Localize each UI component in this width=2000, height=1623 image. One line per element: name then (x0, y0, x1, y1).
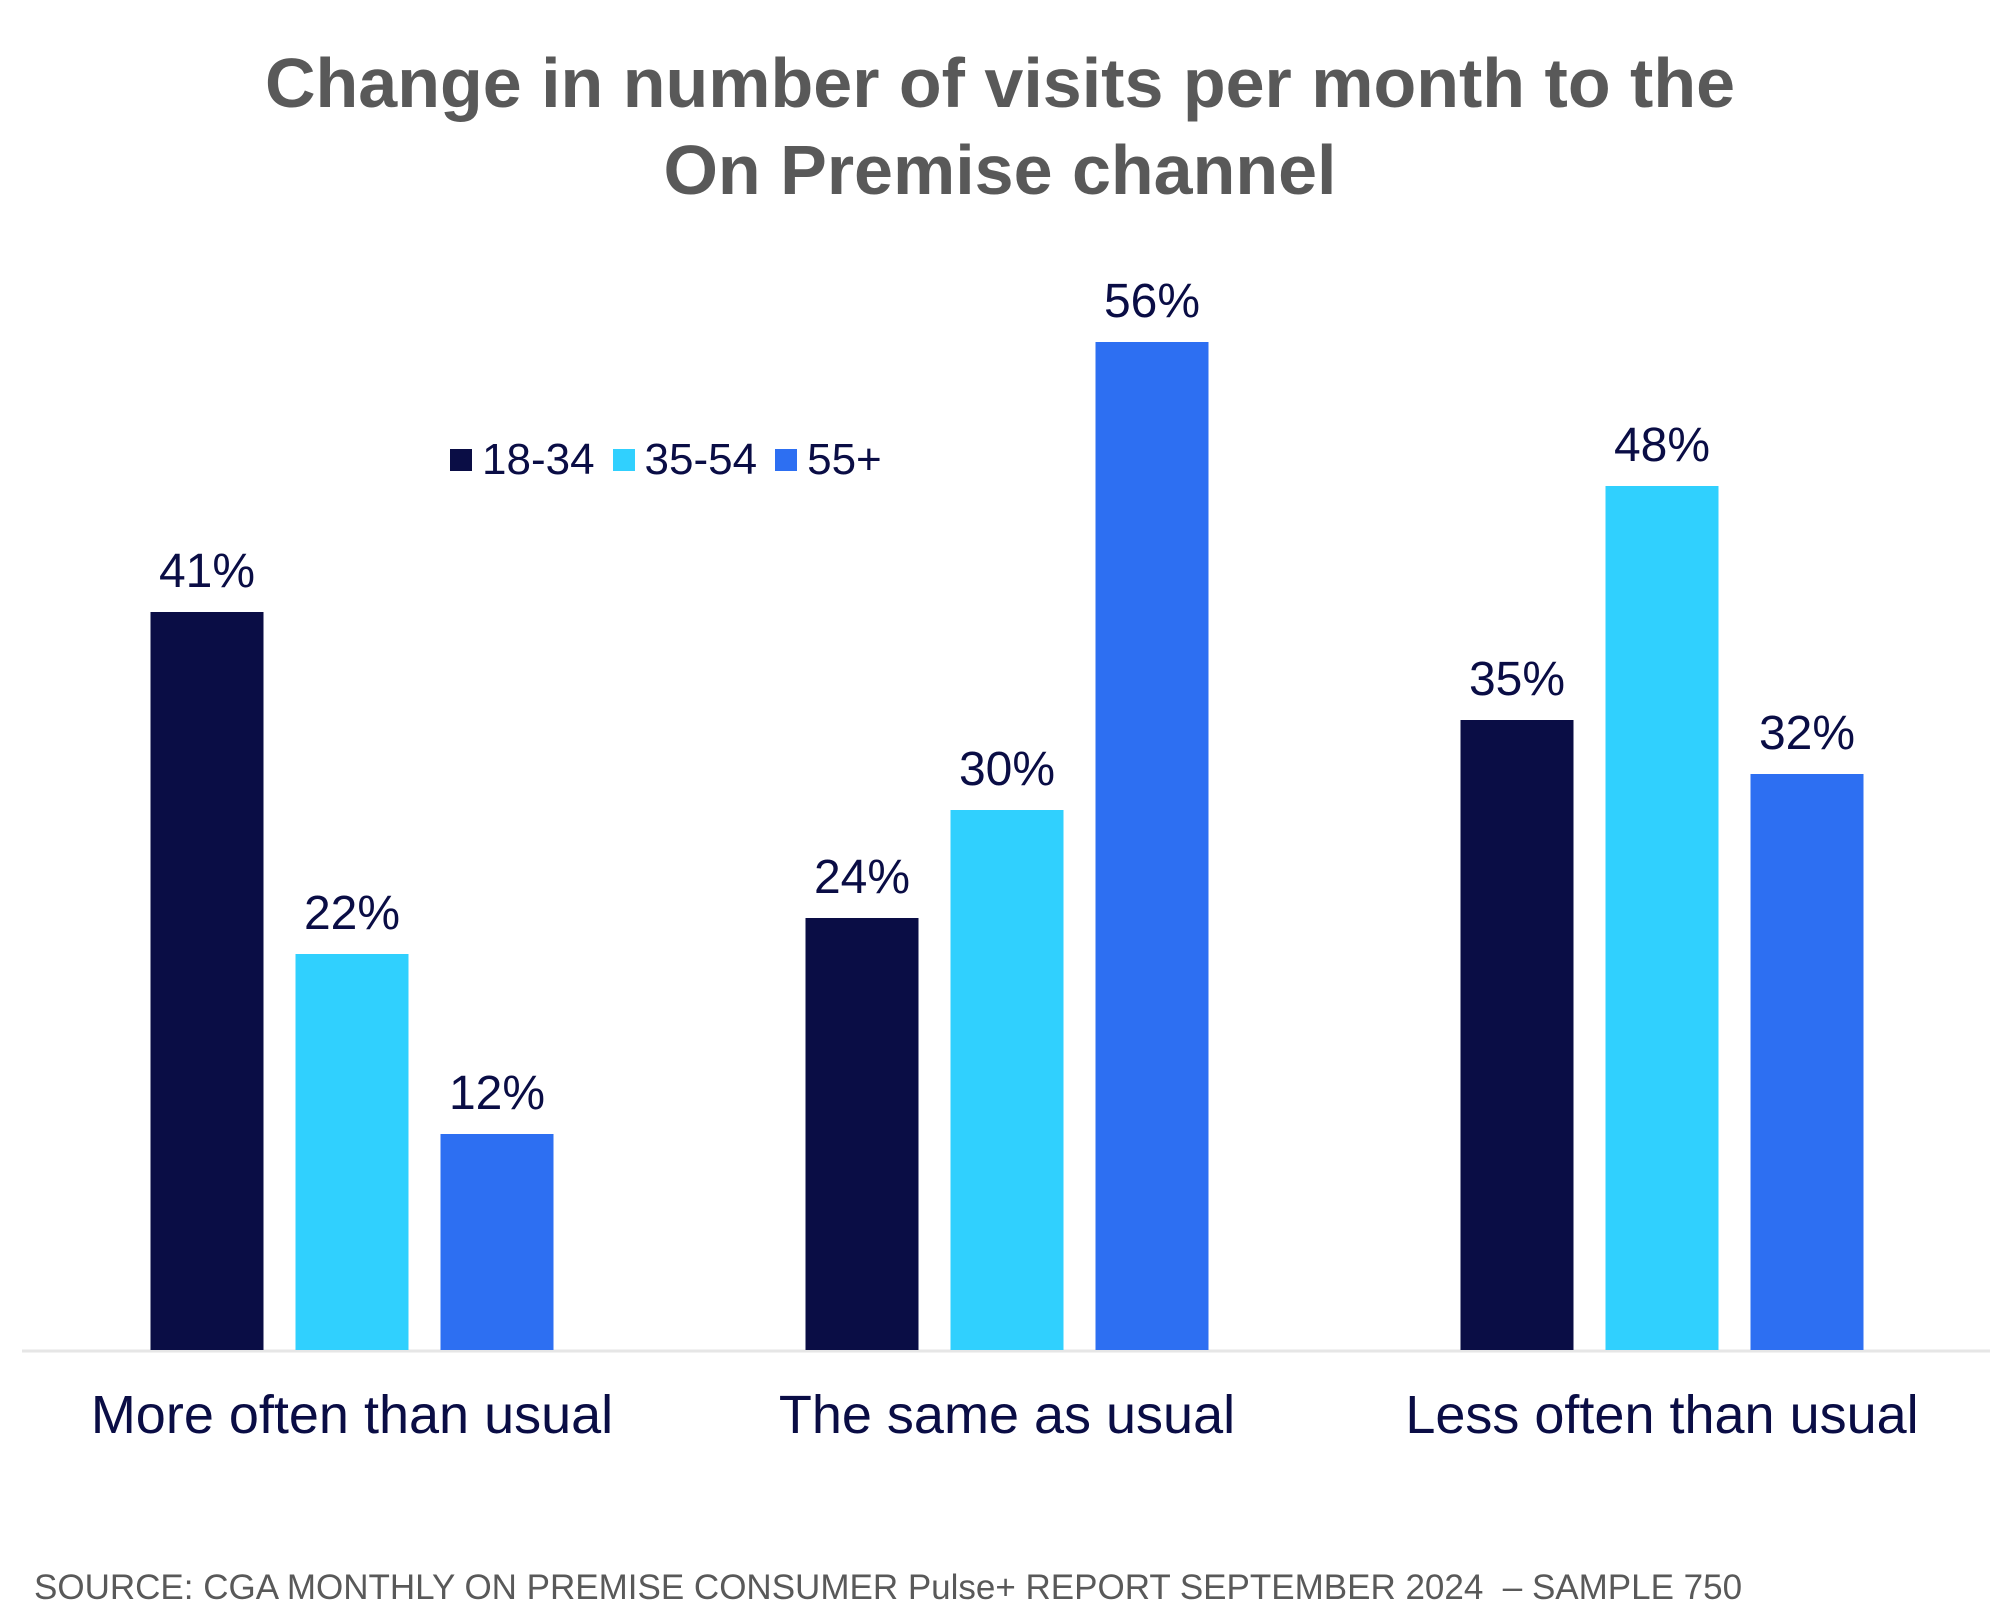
value-label-more-often-than-usual-55: 12% (449, 1067, 545, 1120)
legend: 18-34 35-54 55+ (450, 432, 900, 488)
bar-more-often-than-usual-18-34 (150, 612, 264, 1350)
bar-more-often-than-usual-35-54 (295, 954, 409, 1350)
category-label-less-often-than-usual: Less often than usual (1405, 1385, 1918, 1445)
legend-swatch-18-34 (450, 449, 472, 471)
legend-item-18-34: 18-34 (450, 435, 595, 485)
bar-the-same-as-usual-35-54 (950, 810, 1064, 1350)
legend-label-55-plus: 55+ (807, 435, 882, 484)
legend-item-35-54: 35-54 (612, 435, 758, 485)
chart-title-line-2: On Premise channel (663, 130, 1337, 209)
bar-less-often-than-usual-35-54 (1605, 486, 1719, 1350)
bar-the-same-as-usual-55 (1095, 342, 1209, 1350)
value-label-more-often-than-usual-18-34: 41% (159, 545, 255, 598)
legend-swatch-55-plus (775, 449, 798, 471)
chart-title: Change in number of visits per month to … (0, 40, 2000, 214)
legend-item-55-plus: 55+ (775, 435, 882, 485)
chart-title-line-1: Change in number of visits per month to … (264, 44, 1736, 122)
value-label-less-often-than-usual-55: 32% (1759, 707, 1855, 760)
bar-less-often-than-usual-55 (1750, 774, 1864, 1350)
legend-label-18-34: 18-34 (482, 435, 595, 484)
bar-less-often-than-usual-18-34 (1460, 720, 1574, 1350)
source-note: SOURCE: CGA MONTHLY ON PREMISE CONSUMER … (34, 1568, 1743, 1607)
value-label-more-often-than-usual-35-54: 22% (304, 887, 400, 940)
category-label-more-often-than-usual: More often than usual (91, 1385, 613, 1445)
category-label-the-same-as-usual: The same as usual (779, 1385, 1235, 1445)
legend-swatch-35-54 (612, 449, 635, 471)
bar-more-often-than-usual-55 (440, 1134, 554, 1350)
value-label-the-same-as-usual-35-54: 30% (959, 743, 1055, 796)
value-label-the-same-as-usual-55: 56% (1104, 275, 1200, 328)
value-label-less-often-than-usual-35-54: 48% (1614, 419, 1710, 472)
legend-label-35-54: 35-54 (644, 435, 758, 484)
bar-the-same-as-usual-18-34 (805, 918, 919, 1350)
value-label-the-same-as-usual-18-34: 24% (814, 851, 910, 904)
value-label-less-often-than-usual-18-34: 35% (1469, 653, 1565, 706)
